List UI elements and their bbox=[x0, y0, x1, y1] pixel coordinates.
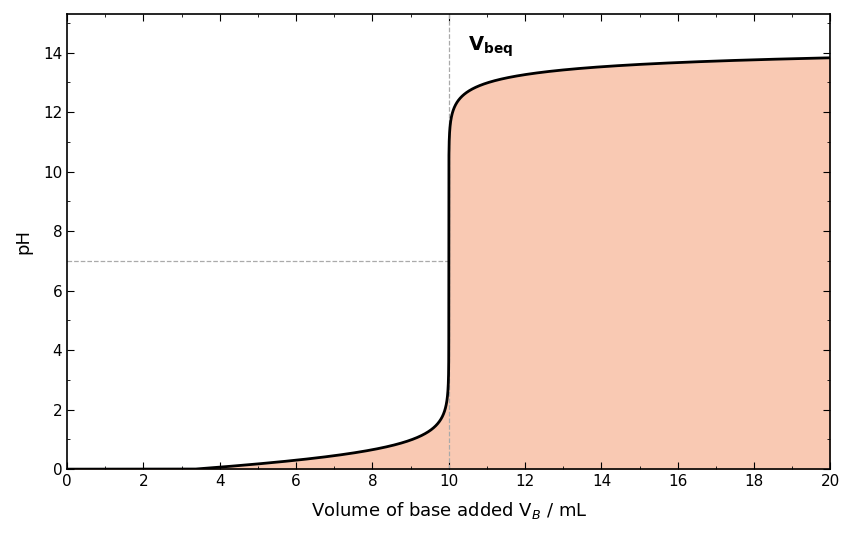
Text: V$_{\mathbf{beq}}$: V$_{\mathbf{beq}}$ bbox=[467, 34, 512, 59]
Y-axis label: pH: pH bbox=[14, 229, 32, 254]
X-axis label: Volume of base added V$_{B}$ / mL: Volume of base added V$_{B}$ / mL bbox=[310, 500, 586, 521]
